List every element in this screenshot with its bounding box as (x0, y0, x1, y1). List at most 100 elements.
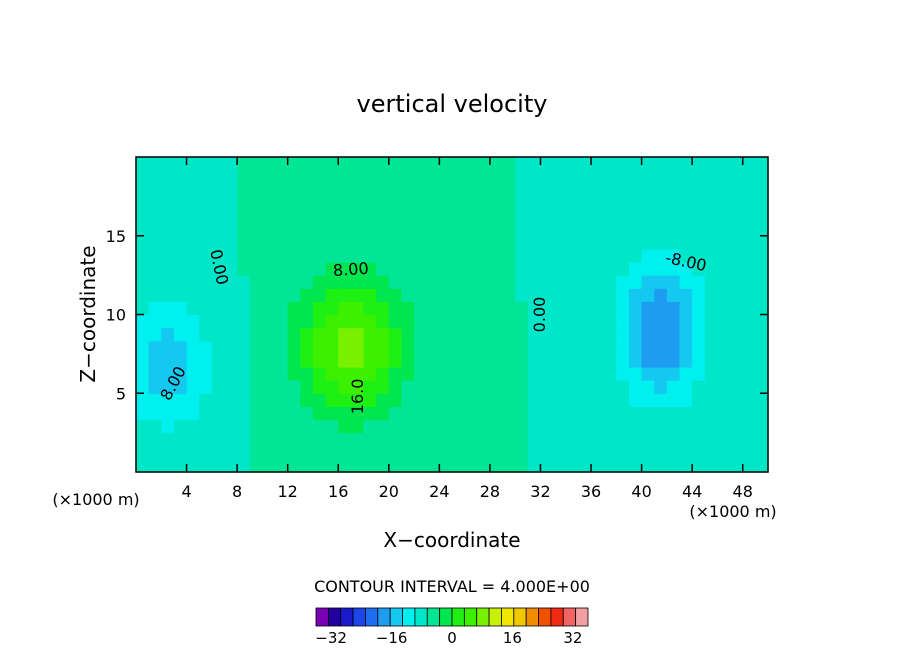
contour-cell (666, 393, 681, 407)
contour-cell (464, 340, 478, 355)
contour-cell (426, 458, 440, 473)
contour-cell (755, 393, 769, 407)
contour-cell (136, 209, 150, 224)
contour-cell (388, 157, 403, 171)
contour-cell (199, 301, 213, 316)
contour-cell (262, 314, 276, 329)
contour-cell (199, 170, 213, 184)
contour-cell (464, 235, 478, 250)
contour-cell (426, 170, 440, 184)
contour-cell (603, 170, 617, 184)
colorbar-swatch (327, 607, 342, 627)
contour-cell (578, 157, 592, 171)
contour-cell (452, 301, 466, 316)
contour-cell (742, 406, 756, 421)
contour-cell (186, 445, 200, 460)
contour-cell (527, 235, 542, 250)
contour-cell (477, 314, 491, 329)
contour-cell (401, 157, 415, 171)
contour-cell (211, 393, 226, 407)
contour-cell (666, 288, 681, 302)
contour-cell (237, 183, 251, 197)
contour-cell (591, 380, 605, 394)
contour-cell (464, 458, 478, 473)
contour-cell (426, 222, 440, 237)
contour-cell (540, 170, 554, 184)
contour-cell (578, 327, 592, 342)
contour-cell (742, 157, 756, 171)
contour-cell (376, 170, 390, 184)
contour-cell (489, 327, 504, 342)
contour-cell (173, 314, 188, 329)
contour-cell (515, 196, 529, 211)
contour-cell (211, 301, 226, 316)
contour-cell (730, 288, 744, 302)
contour-cell (641, 275, 655, 289)
contour-cell (717, 327, 731, 342)
contour-cell (666, 445, 681, 460)
contour-cell (262, 340, 276, 355)
contour-cell (237, 432, 251, 447)
contour-cell (148, 262, 162, 276)
contour-cell (363, 380, 377, 394)
contour-cell (730, 419, 744, 434)
contour-cell (426, 419, 440, 434)
contour-cell (300, 248, 314, 263)
contour-cell (439, 393, 453, 407)
contour-cell (502, 340, 516, 355)
contour-cell (287, 222, 301, 237)
contour-cell (199, 235, 213, 250)
contour-cell (249, 314, 263, 329)
contour-cell (477, 432, 491, 447)
contour-cell (287, 301, 301, 316)
contour-cell (161, 419, 175, 434)
contour-cell (388, 432, 403, 447)
contour-cell (679, 327, 693, 342)
colorbar-tick-label: 16 (503, 629, 522, 647)
contour-cell (489, 367, 504, 381)
contour-cell (464, 183, 478, 197)
contour-cell (262, 262, 276, 276)
contour-cell (565, 458, 579, 473)
contour-cell (704, 275, 719, 289)
contour-cell (616, 432, 630, 447)
contour-cell (275, 327, 289, 342)
contour-cell (540, 367, 554, 381)
contour-cell (173, 209, 188, 224)
contour-cell (477, 327, 491, 342)
contour-cell (161, 340, 175, 355)
contour-cell (540, 340, 554, 355)
contour-cell (464, 170, 478, 184)
contour-cell (363, 209, 377, 224)
contour-cell (338, 157, 352, 171)
contour-cell (452, 196, 466, 211)
contour-cell (199, 157, 213, 171)
contour-cell (186, 235, 200, 250)
contour-cell (350, 248, 365, 263)
contour-cell (350, 458, 365, 473)
contour-cell (439, 301, 453, 316)
contour-cell (502, 196, 516, 211)
contour-cell (224, 157, 238, 171)
contour-cell (376, 432, 390, 447)
contour-cell (211, 170, 226, 184)
contour-cell (401, 288, 415, 302)
contour-cell (376, 235, 390, 250)
contour-cell (363, 183, 377, 197)
contour-cell (679, 275, 693, 289)
contour-cell (603, 419, 617, 434)
contour-cell (755, 170, 769, 184)
contour-cell (565, 419, 579, 434)
contour-cell (603, 367, 617, 381)
contour-cell (439, 183, 453, 197)
contour-cell (527, 419, 542, 434)
contour-cell (325, 248, 339, 263)
colorbar-swatch (352, 607, 366, 627)
contour-cell (224, 209, 238, 224)
contour-cell (565, 353, 579, 368)
contour-cell (477, 445, 491, 460)
contour-cell (312, 327, 327, 342)
contour-cell (730, 432, 744, 447)
contour-cell (224, 288, 238, 302)
contour-cell (173, 432, 188, 447)
